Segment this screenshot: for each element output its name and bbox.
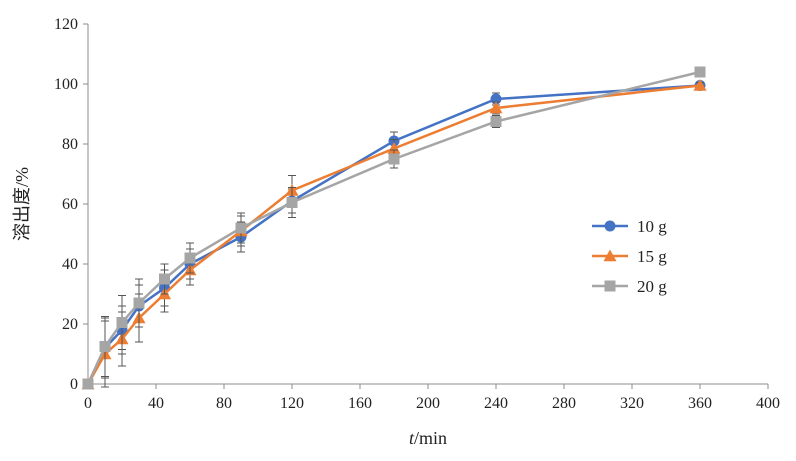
y-tick-label: 20: [62, 316, 78, 333]
series-0: [82, 80, 706, 390]
x-tick-label: 200: [416, 395, 440, 412]
x-axis-title-unit: /min: [414, 428, 447, 448]
x-tick-label: 320: [620, 395, 644, 412]
legend-marker: [604, 280, 616, 292]
x-axis-title: t/min: [409, 428, 447, 448]
y-tick-label: 120: [54, 16, 78, 33]
data-point: [159, 273, 170, 285]
data-point: [116, 317, 128, 328]
series-line: [86, 84, 701, 385]
tick-labels: 0 40 80 120 160 200 240 280 320 360 400 0 20 40 60 80 10…: [54, 16, 780, 412]
x-axis-title-variable: t: [409, 428, 415, 448]
data-point: [388, 153, 400, 165]
legend-marker: [604, 220, 616, 232]
series-1: [81, 79, 707, 390]
data-point: [693, 79, 707, 91]
axis-titles: t/min 溶出度/%: [12, 167, 447, 448]
x-tick-label: 120: [280, 395, 304, 412]
data-point: [235, 222, 247, 234]
series-line: [86, 84, 701, 385]
data-point: [99, 341, 111, 352]
y-tick-label: 0: [70, 376, 78, 393]
y-tick-label: 80: [62, 136, 78, 153]
y-tick-label: 100: [54, 76, 78, 93]
axes: [83, 23, 769, 389]
x-tick-label: 160: [348, 395, 372, 412]
x-tick-label: 240: [484, 395, 508, 412]
legend-label: 15 g: [637, 247, 667, 266]
x-tick-label: 280: [552, 395, 576, 412]
legend-item: 15 g: [592, 247, 667, 266]
data-point: [286, 197, 298, 208]
data-point: [133, 297, 145, 309]
legend: 10 g 15 g 20 g: [592, 217, 667, 296]
legend-item: 10 g: [592, 217, 667, 236]
x-tick-label: 40: [148, 395, 164, 412]
data-point: [184, 252, 196, 264]
y-tick-label: 60: [62, 196, 78, 213]
data-point: [490, 116, 502, 127]
y-axis-title: 溶出度/%: [12, 167, 32, 241]
x-tick-label: 400: [756, 395, 780, 412]
series-group: [81, 66, 707, 390]
data-point: [387, 142, 401, 154]
legend-item: 20 g: [592, 277, 667, 296]
data-point: [489, 101, 503, 114]
x-tick-label: 360: [688, 395, 712, 412]
series-2: [82, 66, 706, 390]
legend-marker: [603, 249, 617, 262]
data-point: [694, 66, 706, 78]
x-tick-label: 0: [84, 395, 92, 412]
legend-label: 10 g: [637, 217, 667, 236]
y-tick-label: 40: [62, 256, 78, 273]
x-tick-label: 80: [216, 395, 232, 412]
data-point: [82, 378, 94, 390]
legend-label: 20 g: [637, 277, 667, 296]
